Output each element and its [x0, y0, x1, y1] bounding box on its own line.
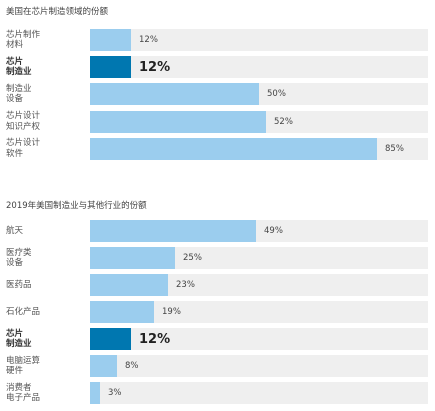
chart-2-row: 消费者 电子产品 3%	[0, 379, 435, 407]
category-label: 医药品	[6, 279, 32, 290]
category-label: 芯片制作 材料	[6, 29, 41, 51]
chart-1-row: 芯片设计 知识产权 52%	[0, 108, 435, 136]
chart-2-row: 医药品 23%	[0, 271, 435, 299]
bar-track: 12%	[90, 29, 428, 51]
chart-1-row: 芯片设计 软件 85%	[0, 135, 435, 163]
bar-track: 12%	[90, 328, 428, 350]
bar	[90, 274, 168, 296]
value-label: 50%	[267, 89, 286, 100]
bar-track: 49%	[90, 220, 428, 242]
value-label: 52%	[274, 116, 293, 127]
category-label: 芯片设计 软件	[6, 138, 41, 159]
bar-track: 3%	[90, 382, 428, 404]
category-label: 消费者 电子产品	[6, 382, 41, 404]
category-label: 医疗类 设备	[6, 247, 32, 269]
category-label: 电脑运算 硬件	[6, 355, 41, 377]
bar	[90, 328, 131, 350]
bar	[90, 301, 154, 323]
bar	[90, 247, 175, 269]
bar-track: 25%	[90, 247, 428, 269]
value-label: 23%	[176, 280, 195, 290]
bar	[90, 29, 131, 51]
bar-track: 8%	[90, 355, 428, 377]
bar-track: 85%	[90, 137, 428, 160]
category-label: 航天	[6, 225, 24, 236]
bar-track: 52%	[90, 110, 428, 133]
category-label: 芯片设计 知识产权	[6, 111, 41, 132]
bar-track: 19%	[90, 301, 428, 323]
category-label: 石化产品	[6, 306, 41, 317]
category-label: 芯片 制造业	[6, 56, 32, 78]
chart-1-row: 芯片 制造业 12%	[0, 53, 435, 81]
bar	[90, 83, 259, 106]
bar	[90, 220, 256, 242]
value-label: 19%	[162, 307, 181, 317]
bar-track: 50%	[90, 83, 428, 106]
value-label: 85%	[385, 143, 404, 154]
chart-1-row: 制造业 设备 50%	[0, 80, 435, 108]
chart-2-title: 2019年美国制造业与其他行业的份额	[6, 201, 147, 211]
value-label: 49%	[264, 226, 283, 236]
value-label: 3%	[108, 388, 122, 398]
chart-1-row: 芯片制作 材料 12%	[0, 26, 435, 54]
bar	[90, 56, 131, 79]
bar	[90, 382, 100, 404]
chart-2-row: 航天 49%	[0, 217, 435, 245]
bar	[90, 137, 377, 160]
bar	[90, 355, 117, 377]
value-label: 8%	[125, 361, 139, 371]
bar	[90, 110, 266, 133]
chart-2-row: 石化产品 19%	[0, 298, 435, 326]
value-label: 12%	[139, 59, 171, 75]
bar-track: 12%	[90, 56, 428, 79]
value-label: 12%	[139, 331, 171, 347]
chart-2-row: 电脑运算 硬件 8%	[0, 352, 435, 380]
category-label: 芯片 制造业	[6, 328, 32, 350]
value-label: 25%	[183, 253, 202, 263]
chart-1-title: 美国在芯片制造领域的份额	[6, 7, 109, 17]
bar-track: 23%	[90, 274, 428, 296]
category-label: 制造业 设备	[6, 83, 32, 105]
chart-2-row: 医疗类 设备 25%	[0, 244, 435, 272]
chart-2-row: 芯片 制造业 12%	[0, 325, 435, 353]
value-label: 12%	[139, 35, 158, 45]
